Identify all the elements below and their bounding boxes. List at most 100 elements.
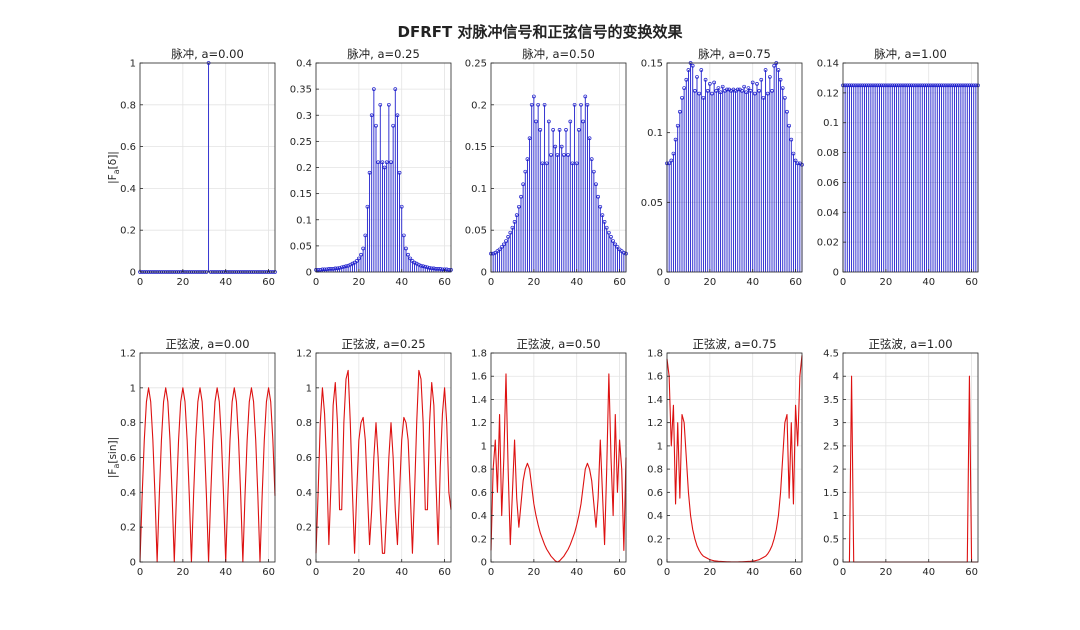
stem-marker xyxy=(924,83,929,88)
stem-marker xyxy=(587,136,592,141)
stem-marker xyxy=(793,158,798,163)
plot-area xyxy=(140,63,275,272)
stem-marker xyxy=(937,83,942,88)
stem-marker xyxy=(699,68,704,72)
stem-marker xyxy=(843,83,847,88)
y-tick-label: 0.15 xyxy=(290,189,312,200)
x-tick-label: 60 xyxy=(965,277,978,288)
stem-marker xyxy=(499,245,504,249)
stem-marker xyxy=(952,83,957,88)
stem-marker xyxy=(389,160,393,165)
y-tick-label: 1.8 xyxy=(471,349,487,360)
stem-marker xyxy=(787,123,791,128)
stem-marker xyxy=(750,80,755,85)
x-tick-label: 60 xyxy=(613,277,626,288)
stem-marker xyxy=(519,194,523,199)
stem-marker xyxy=(557,128,562,132)
stem-marker xyxy=(393,87,398,91)
y-tick-label: 0.2 xyxy=(471,100,487,111)
y-tick-label: 0.15 xyxy=(465,142,487,153)
stem-marker xyxy=(922,83,927,88)
stem-marker xyxy=(391,123,395,128)
stem-marker xyxy=(974,83,978,88)
x-tick-label: 60 xyxy=(438,567,451,578)
stem-marker xyxy=(744,90,749,95)
stem-marker xyxy=(695,75,699,79)
figure-title: DFRFT 对脉冲信号和正弦信号的变换效果 xyxy=(398,23,684,41)
stem-marker xyxy=(399,204,404,209)
x-tick-label: 20 xyxy=(879,277,892,288)
stem-marker xyxy=(607,230,611,235)
stem-marker xyxy=(907,83,912,88)
subplot-1-0: 0 20 40 60 0 0.2 0.4 0.6 0.8 1 1.2 正弦波, a=0.00 |Fa[s… xyxy=(107,337,276,578)
stem-marker xyxy=(920,83,925,88)
x-tick-label: 60 xyxy=(789,567,802,578)
stem-marker xyxy=(858,83,862,88)
y-tick-label: 1.5 xyxy=(823,488,839,499)
stem-marker xyxy=(583,94,588,99)
stem-marker xyxy=(871,83,875,88)
x-tick-label: 0 xyxy=(137,277,143,288)
stem-marker xyxy=(950,83,955,88)
subplot-title: 脉冲, a=0.00 xyxy=(171,47,244,61)
stem-marker xyxy=(523,169,528,174)
stem-marker xyxy=(333,266,338,271)
stem-marker xyxy=(671,151,676,156)
stem-marker xyxy=(427,265,432,270)
y-tick-label: 0.02 xyxy=(817,238,839,249)
x-tick-label: 0 xyxy=(664,567,670,578)
y-tick-label: 0.6 xyxy=(120,453,136,464)
stem-marker xyxy=(609,235,613,239)
stem-marker xyxy=(693,89,697,93)
stem-marker xyxy=(667,161,671,166)
y-tick-label: 3 xyxy=(833,418,839,429)
stem-marker xyxy=(770,89,774,93)
stem-marker xyxy=(329,267,333,271)
stem-marker xyxy=(432,266,436,271)
stem-marker xyxy=(849,83,854,88)
stem-marker xyxy=(331,267,335,271)
y-tick-label: 0.4 xyxy=(120,488,136,499)
stem-marker xyxy=(860,83,865,88)
subplot-1-1: 0 20 40 60 0 0.2 0.4 0.6 0.8 1 1.2 正弦波, a=0.25 xyxy=(296,337,452,578)
y-tick-label: 0.4 xyxy=(120,184,136,195)
y-tick-label: 0.1 xyxy=(471,184,487,195)
stem-marker xyxy=(879,83,884,88)
y-tick-label: 0.5 xyxy=(823,534,839,545)
stem-series xyxy=(665,61,804,272)
axes-frame xyxy=(139,62,276,273)
stem-marker xyxy=(757,89,761,93)
y-tick-label: 2 xyxy=(833,465,839,476)
plot-area xyxy=(491,63,626,272)
stem-marker xyxy=(948,83,952,88)
stem-marker xyxy=(946,83,950,88)
stem-marker xyxy=(540,161,545,166)
stem-marker xyxy=(382,165,387,170)
y-tick-label: 0.8 xyxy=(296,418,312,429)
stem-marker xyxy=(406,252,410,257)
stem-marker xyxy=(789,137,794,142)
stem-marker xyxy=(497,247,502,252)
stem-marker xyxy=(862,83,867,88)
stem-marker xyxy=(929,83,933,88)
stem-marker xyxy=(436,267,440,271)
stem-marker xyxy=(369,113,374,118)
stem-marker xyxy=(387,102,391,107)
stem-marker xyxy=(933,83,937,88)
y-tick-label: 0.3 xyxy=(296,111,312,122)
stem-marker xyxy=(971,83,976,88)
stem-marker xyxy=(570,161,575,166)
subplot-0-4: 0 20 40 60 0 0.02 0.04 0.06 0.08 0.1 0.12 0.14 脉冲, a… xyxy=(817,47,980,288)
plot-area xyxy=(843,353,978,562)
stem-marker xyxy=(514,213,519,218)
subplot-0-3: 0 20 40 60 0 0.05 0.1 0.15 脉冲, a=0.75 xyxy=(641,47,804,288)
stem-marker xyxy=(785,109,789,114)
x-tick-label: 60 xyxy=(965,567,978,578)
stem-marker xyxy=(866,83,871,88)
stem-marker xyxy=(680,95,684,100)
x-tick-label: 40 xyxy=(922,567,935,578)
stem-marker xyxy=(899,83,903,88)
y-tick-label: 1 xyxy=(130,59,136,70)
subplot-title: 正弦波, a=0.00 xyxy=(165,337,249,351)
